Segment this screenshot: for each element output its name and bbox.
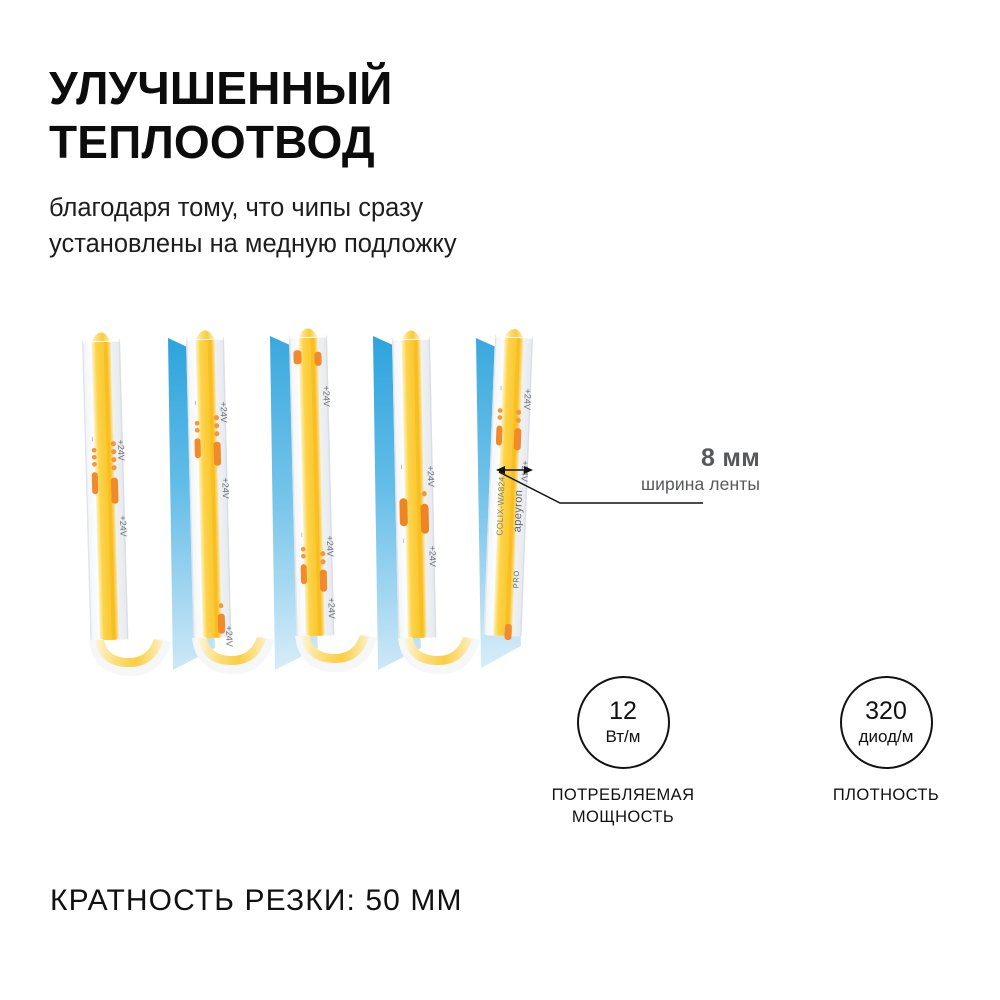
spec-value-density: 320: [865, 697, 907, 726]
solder-pads: [293, 350, 328, 592]
callout-leader-line: [498, 471, 703, 504]
arrow-head-left: [496, 466, 505, 474]
voltage-marking: +24V: [522, 388, 533, 410]
polarity-marking: −: [496, 385, 506, 391]
spec-caption-density: ПЛОТНОСТЬ: [832, 786, 940, 804]
page-title: УЛУЧШЕННЫЙ ТЕПЛООТВОД: [49, 62, 393, 168]
voltage-marking: +24V: [326, 597, 337, 619]
strip-run-4: +24V +24V − −: [392, 328, 438, 639]
strip-run-1: +24V +24V −: [82, 330, 129, 641]
brand-suffix-label: PRO: [511, 570, 521, 588]
arrow-head-right: [524, 466, 533, 474]
strip-bend-bottom: [192, 636, 274, 675]
solder-pads: [194, 415, 226, 634]
strip-bend-bottom: [89, 638, 171, 677]
strip-bend-bottom: [398, 636, 480, 675]
voltage-marking: +24V: [427, 545, 437, 566]
spec-value-power: 12: [609, 697, 637, 726]
model-code-label: COLIX-WA824: [494, 476, 506, 536]
strip-run-2: +24V +24V +24V −: [186, 328, 235, 647]
spec-badge-density: 320 диод/м ПЛОТНОСТЬ: [791, 676, 981, 807]
solder-pads: [399, 491, 430, 534]
polarity-marking: −: [297, 532, 307, 538]
strip-run-3: +24V +24V +24V −: [289, 326, 337, 637]
solder-pads: [495, 408, 522, 641]
spec-circle-density: 320 диод/м: [839, 676, 933, 769]
led-strip-illustration: +24V +24V −: [82, 326, 533, 677]
polarity-marking: −: [398, 538, 408, 543]
voltage-marking: +24V: [118, 515, 129, 537]
callout-width-label: ширина ленты: [641, 474, 760, 494]
spec-circle-power: 12 Вт/м: [576, 676, 670, 769]
spec-unit-density: диод/м: [858, 726, 914, 746]
product-photo-led-strip: +24V +24V −: [55, 318, 575, 693]
solder-pads: [91, 441, 119, 504]
spec-caption-power: ПОТРЕБЛЯЕМАЯ МОЩНОСТЬ: [551, 786, 695, 826]
voltage-marking: +24V: [220, 477, 231, 499]
voltage-marking: +24V: [321, 385, 332, 407]
voltage-marking: +24V: [219, 401, 230, 423]
page-subtitle: благодаря тому, что чипы сразу установле…: [49, 194, 457, 259]
polarity-marking: −: [397, 464, 407, 469]
brand-label: apeyron: [511, 490, 525, 533]
strip-bend-bottom: [295, 634, 377, 673]
voltage-marking: +24V: [325, 535, 336, 557]
polarity-marking: −: [191, 400, 201, 406]
callout-width-value: 8 мм: [700, 444, 760, 472]
cut-interval-note: КРАТНОСТЬ РЕЗКИ: 50 мм: [50, 884, 463, 917]
voltage-marking: +24V: [224, 625, 235, 647]
spec-unit-power: Вт/м: [605, 726, 641, 746]
voltage-marking: +24V: [116, 439, 127, 461]
voltage-marking: +24V: [426, 466, 436, 487]
polarity-marking: −: [88, 436, 98, 442]
spec-badge-power: 12 Вт/м ПОТРЕБЛЯЕМАЯ МОЩНОСТЬ: [528, 676, 718, 829]
